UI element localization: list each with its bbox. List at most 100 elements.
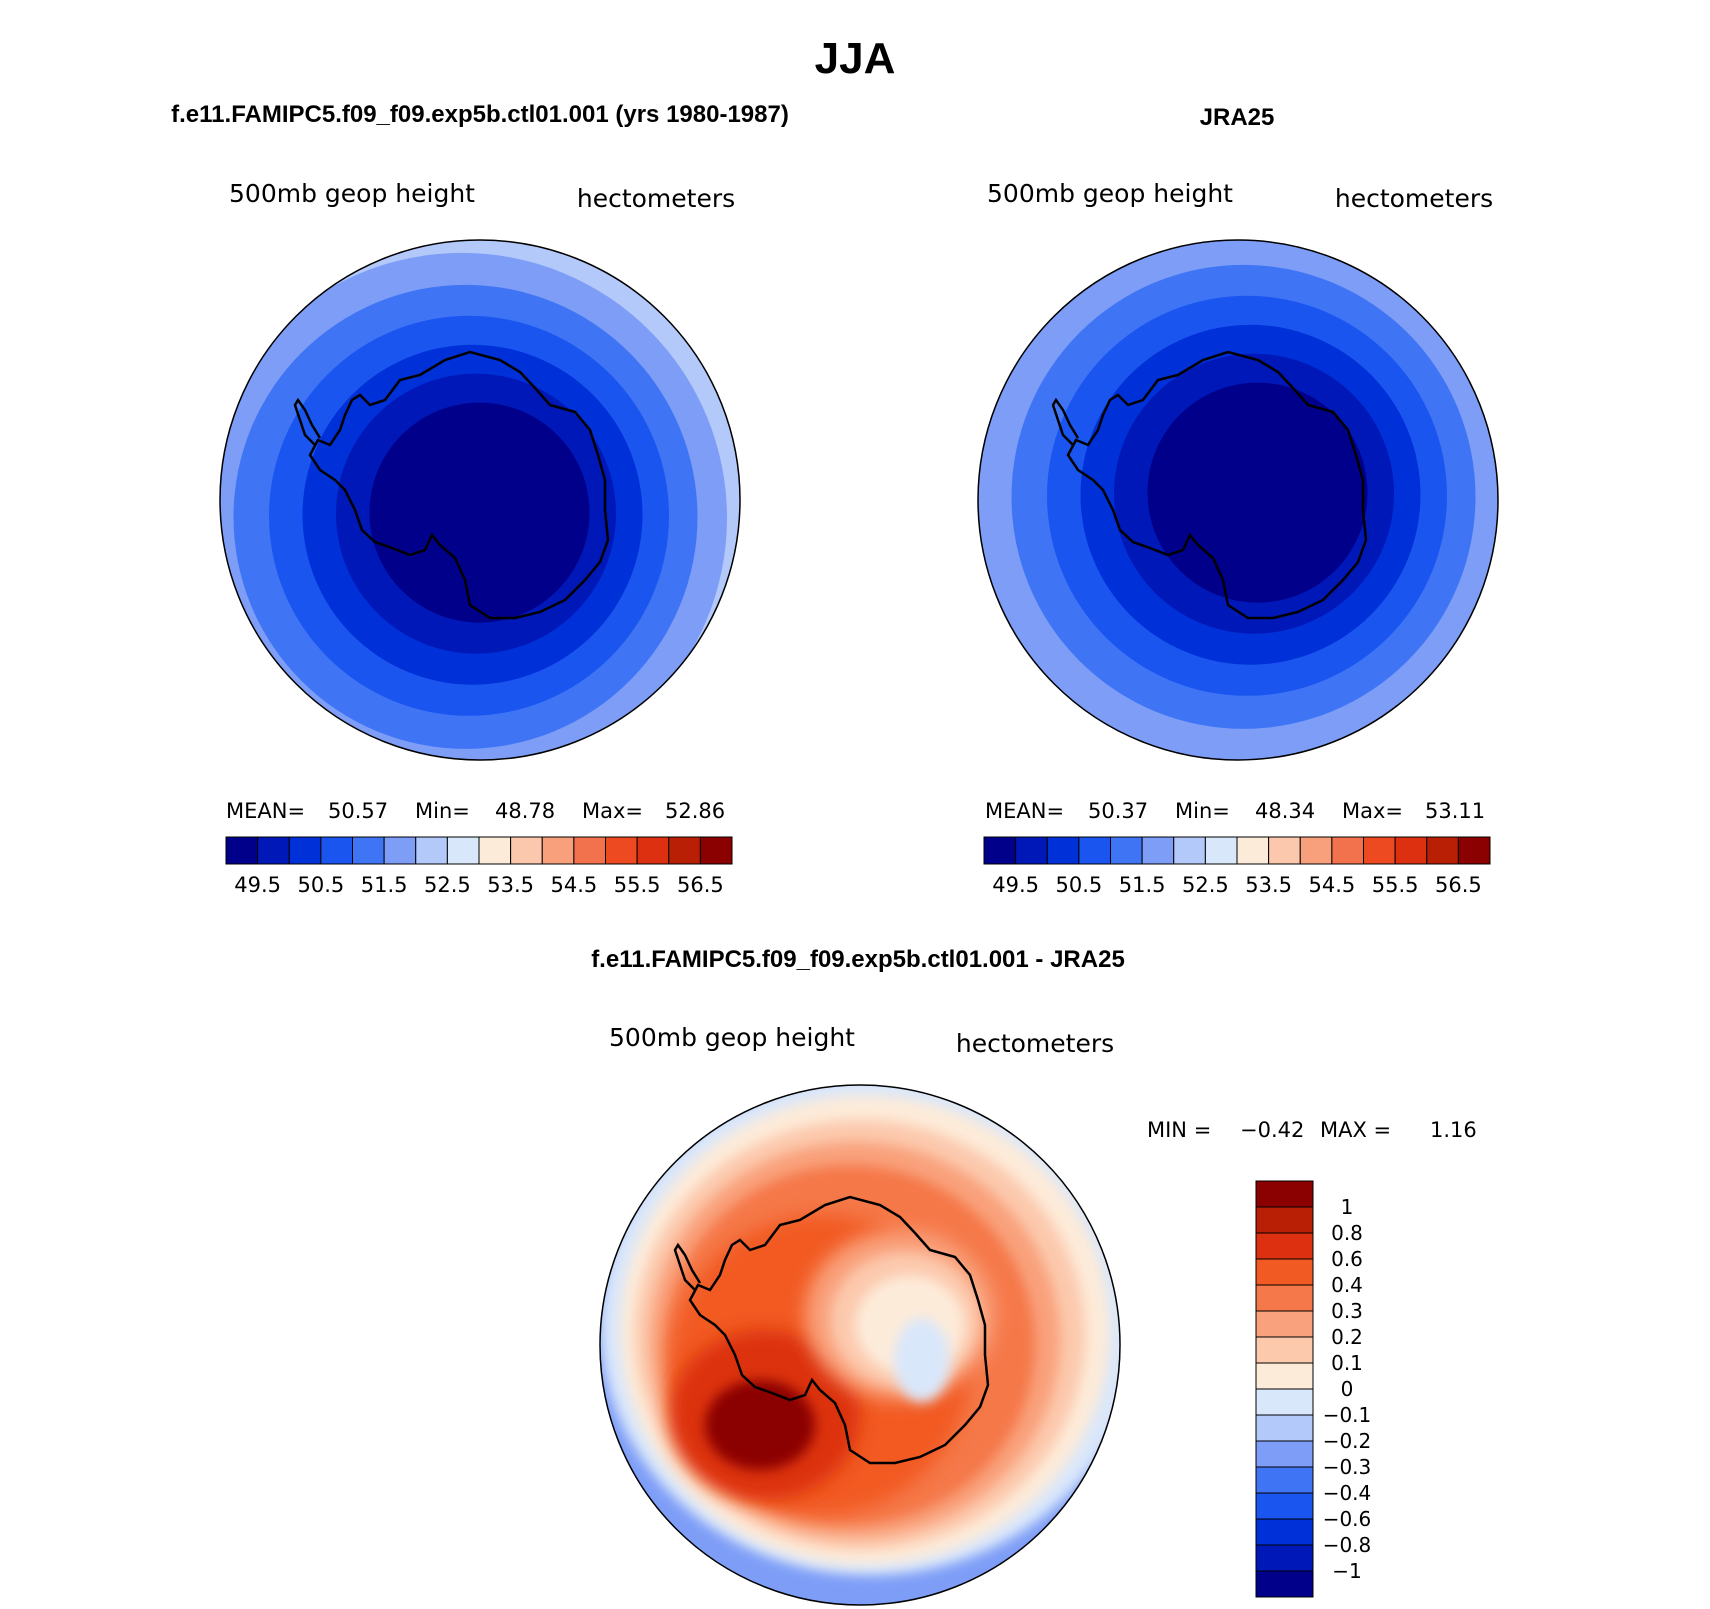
colorbar-tick-label: 0.1 (1331, 1351, 1363, 1375)
diff-variable-label: 500mb geop height (609, 1023, 855, 1052)
obs-max-value: 53.11 (1425, 799, 1485, 823)
colorbar-swatch (1268, 836, 1301, 865)
model-panel-title: f.e11.FAMIPC5.f09_f09.exp5b.ctl01.001 (y… (171, 101, 789, 128)
model-map (219, 239, 741, 761)
colorbar-swatch (446, 836, 480, 865)
colorbar-swatch (383, 836, 417, 865)
colorbar-swatch (1255, 1206, 1314, 1234)
colorbar-swatch (983, 836, 1017, 865)
colorbar-swatch (1015, 836, 1048, 865)
colorbar-swatch (1255, 1440, 1314, 1468)
colorbar-tick-label: 55.5 (1372, 873, 1419, 897)
colorbar-swatch (225, 836, 259, 865)
colorbar-tick-label: −0.6 (1323, 1507, 1372, 1531)
obs-min-label: Min= (1175, 799, 1230, 823)
colorbar-tick-label: 55.5 (614, 873, 661, 897)
colorbar-swatch (1236, 836, 1270, 865)
colorbar-swatch (1255, 1258, 1314, 1286)
model-stats: MEAN= 50.57 Min= 48.78 Max= 52.86 (226, 799, 725, 823)
colorbar-swatch (1255, 1544, 1314, 1572)
colorbar-swatch (1173, 836, 1206, 865)
colorbar-swatch (352, 836, 385, 865)
colorbar-tick-label: 50.5 (1055, 873, 1102, 897)
colorbar-swatch (1255, 1466, 1314, 1494)
colorbar-swatch (1141, 836, 1175, 865)
model-variable-label: 500mb geop height (229, 179, 475, 208)
page-title: JJA (815, 34, 896, 83)
colorbar-swatch (1255, 1232, 1314, 1260)
colorbar-tick-label: 51.5 (361, 873, 408, 897)
colorbar-tick-label: 0.4 (1331, 1273, 1363, 1297)
colorbar-swatch (1255, 1518, 1314, 1546)
diff-map (599, 1084, 1121, 1606)
colorbar-tick-label: 49.5 (234, 873, 281, 897)
colorbar-swatch (605, 836, 638, 865)
model-colorbar: 49.5 50.5 51.5 52.5 53.5 54.5 55.5 56.5 (225, 836, 733, 897)
colorbar-swatch (1299, 836, 1333, 865)
contour-band (894, 1318, 950, 1402)
colorbar-swatch (1255, 1570, 1314, 1598)
obs-panel-title: JRA25 (1200, 104, 1275, 131)
colorbar-tick-label: 52.5 (424, 873, 471, 897)
colorbar-tick-label: 53.5 (1245, 873, 1292, 897)
diff-max-label: MAX = (1320, 1118, 1391, 1142)
colorbar-swatch (1110, 836, 1143, 865)
colorbar-tick-label: 51.5 (1119, 873, 1166, 897)
obs-variable-label: 500mb geop height (987, 179, 1233, 208)
colorbar-swatch (1255, 1284, 1314, 1312)
model-max-value: 52.86 (665, 799, 725, 823)
colorbar-tick-label: 54.5 (1308, 873, 1355, 897)
colorbar-tick-label: 56.5 (677, 873, 724, 897)
colorbar-tick-label: 52.5 (1182, 873, 1229, 897)
colorbar-tick-label: 56.5 (1435, 873, 1482, 897)
colorbar-tick-label: 0.3 (1331, 1299, 1363, 1323)
colorbar-tick-label: 0.2 (1331, 1325, 1363, 1349)
diff-map-border (599, 1084, 1121, 1606)
colorbar-swatch (478, 836, 512, 865)
colorbar-swatch (1363, 836, 1396, 865)
model-mean-value: 50.57 (328, 799, 388, 823)
colorbar-tick-label: 49.5 (992, 873, 1039, 897)
colorbar-swatch (320, 836, 353, 865)
model-map-border (219, 239, 741, 761)
model-min-label: Min= (415, 799, 470, 823)
colorbar-swatch (288, 836, 322, 865)
colorbar-tick-label: 53.5 (487, 873, 534, 897)
obs-colorbar: 49.5 50.5 51.5 52.5 53.5 54.5 55.5 56.5 (983, 836, 1491, 897)
colorbar-swatch (668, 836, 701, 865)
obs-max-label: Max= (1342, 799, 1403, 823)
colorbar-swatch (541, 836, 575, 865)
colorbar-tick-label: −0.4 (1323, 1481, 1372, 1505)
contour-band (369, 402, 590, 623)
colorbar-swatch (573, 836, 606, 865)
colorbar-swatch (1255, 1336, 1314, 1364)
colorbar-swatch (1046, 836, 1080, 865)
colorbar-swatch (1426, 836, 1459, 865)
diff-stats: MIN = −0.42 MAX = 1.16 (1147, 1118, 1477, 1142)
diff-max-value: 1.16 (1430, 1118, 1477, 1142)
colorbar-tick-label: 1 (1341, 1195, 1354, 1219)
colorbar-tick-label: −0.8 (1323, 1533, 1372, 1557)
obs-units-label: hectometers (1335, 184, 1493, 213)
diff-contour-field (600, 1085, 1120, 1605)
colorbar-swatch (510, 836, 543, 865)
colorbar-swatch (415, 836, 448, 865)
colorbar-swatch (1255, 1414, 1314, 1442)
colorbar-tick-label: 0.6 (1331, 1247, 1363, 1271)
model-units-label: hectometers (577, 184, 735, 213)
diff-panel: f.e11.FAMIPC5.f09_f09.exp5b.ctl01.001 - … (591, 946, 1477, 1606)
obs-panel: JRA25 500mb geop height hectometers MEAN… (977, 104, 1499, 897)
diff-min-value: −0.42 (1240, 1118, 1304, 1142)
obs-mean-value: 50.37 (1088, 799, 1148, 823)
colorbar-swatch (699, 836, 733, 865)
contour-band (705, 1380, 815, 1470)
colorbar-tick-label: 0.8 (1331, 1221, 1363, 1245)
colorbar-tick-label: 54.5 (550, 873, 597, 897)
colorbar-swatch (1204, 836, 1238, 865)
colorbar-swatch (1255, 1388, 1314, 1416)
obs-min-value: 48.34 (1255, 799, 1315, 823)
colorbar-tick-label: −0.1 (1323, 1403, 1372, 1427)
model-contour-field (220, 240, 740, 760)
